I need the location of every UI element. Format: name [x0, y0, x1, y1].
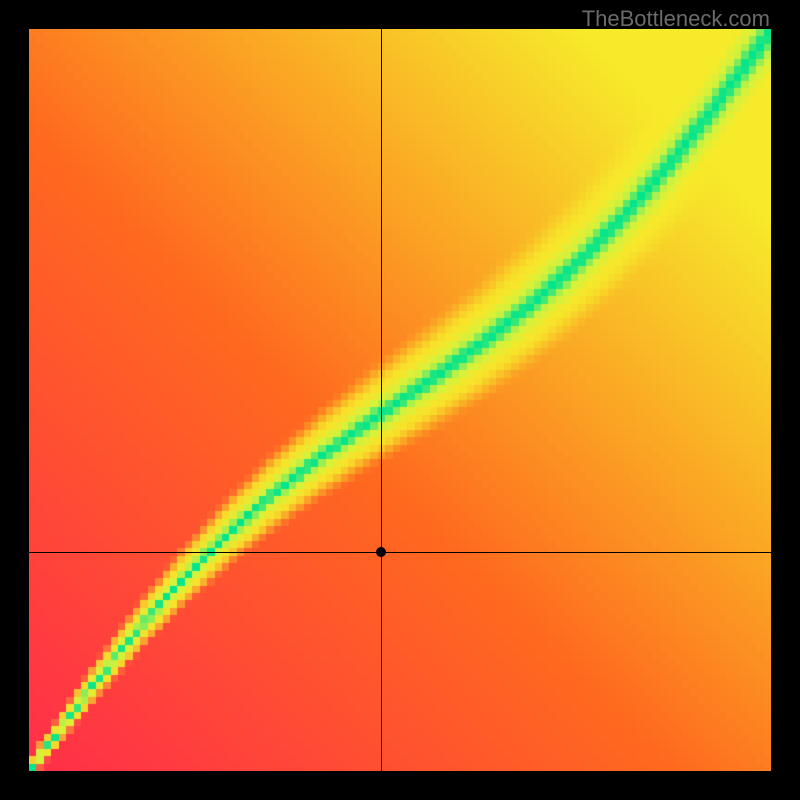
plot-area [29, 29, 771, 771]
crosshair-point [376, 547, 386, 557]
crosshair-vertical [381, 29, 382, 771]
crosshair-horizontal [29, 552, 771, 553]
watermark-text: TheBottleneck.com [582, 6, 770, 32]
heatmap-canvas [29, 29, 771, 771]
